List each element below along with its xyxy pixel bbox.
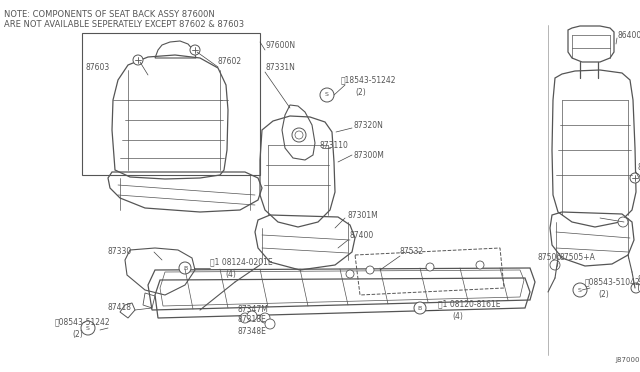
Circle shape <box>320 88 334 102</box>
Text: 87347M: 87347M <box>238 305 269 314</box>
Circle shape <box>81 321 95 335</box>
Text: (2): (2) <box>355 87 365 96</box>
Text: 87320N: 87320N <box>353 121 383 129</box>
Text: (2): (2) <box>72 330 83 340</box>
Text: Ⓜ08543-51042: Ⓜ08543-51042 <box>585 278 640 286</box>
Text: 87301M: 87301M <box>348 211 379 219</box>
Text: 87331N: 87331N <box>265 64 295 73</box>
Circle shape <box>426 263 434 271</box>
Text: ⑂1 08124-0201E: ⑂1 08124-0201E <box>210 257 273 266</box>
Text: 87400: 87400 <box>350 231 374 240</box>
Text: 873110: 873110 <box>320 141 349 150</box>
Text: S: S <box>578 288 582 292</box>
Text: (4): (4) <box>225 269 236 279</box>
Text: S: S <box>325 93 329 97</box>
Circle shape <box>240 313 250 323</box>
Circle shape <box>260 313 270 323</box>
Circle shape <box>247 311 257 321</box>
Circle shape <box>366 266 374 274</box>
Circle shape <box>618 217 628 227</box>
Circle shape <box>265 319 275 329</box>
Text: 87602: 87602 <box>218 58 242 67</box>
Circle shape <box>414 302 426 314</box>
Text: 87506: 87506 <box>537 253 561 263</box>
Circle shape <box>476 261 484 269</box>
Text: Ⓜ08543-51242: Ⓜ08543-51242 <box>55 317 111 327</box>
Text: J870007T: J870007T <box>615 357 640 363</box>
Circle shape <box>550 260 560 270</box>
Text: 87348E: 87348E <box>238 327 267 337</box>
Text: 87501A: 87501A <box>638 276 640 285</box>
Text: 87318E: 87318E <box>238 315 267 324</box>
Text: 87532: 87532 <box>400 247 424 257</box>
Text: Ⓜ18543-51242: Ⓜ18543-51242 <box>341 76 397 84</box>
Text: ⑂1 08120-8161E: ⑂1 08120-8161E <box>438 299 500 308</box>
Circle shape <box>631 283 640 293</box>
Text: B: B <box>418 305 422 311</box>
Text: 86400: 86400 <box>618 31 640 39</box>
Circle shape <box>190 45 200 55</box>
Circle shape <box>295 131 303 139</box>
Text: (2): (2) <box>598 289 609 298</box>
Text: (4): (4) <box>452 311 463 321</box>
Circle shape <box>179 262 191 274</box>
Circle shape <box>346 270 354 278</box>
Text: S: S <box>86 326 90 330</box>
Text: 87505+A: 87505+A <box>560 253 596 263</box>
Circle shape <box>630 173 640 183</box>
Text: 97600N: 97600N <box>265 41 295 49</box>
Text: 87603: 87603 <box>86 64 110 73</box>
Text: 87505: 87505 <box>638 164 640 173</box>
Text: B: B <box>183 266 187 270</box>
Text: 87418: 87418 <box>108 304 132 312</box>
Text: NOTE: COMPONENTS OF SEAT BACK ASSY 87600N: NOTE: COMPONENTS OF SEAT BACK ASSY 87600… <box>4 10 215 19</box>
Circle shape <box>292 128 306 142</box>
Circle shape <box>133 55 143 65</box>
Text: 87330: 87330 <box>108 247 132 257</box>
Circle shape <box>573 283 587 297</box>
Text: 87300M: 87300M <box>353 151 384 160</box>
Text: ARE NOT AVAILABLE SEPERATELY EXCEPT 87602 & 87603: ARE NOT AVAILABLE SEPERATELY EXCEPT 8760… <box>4 20 244 29</box>
